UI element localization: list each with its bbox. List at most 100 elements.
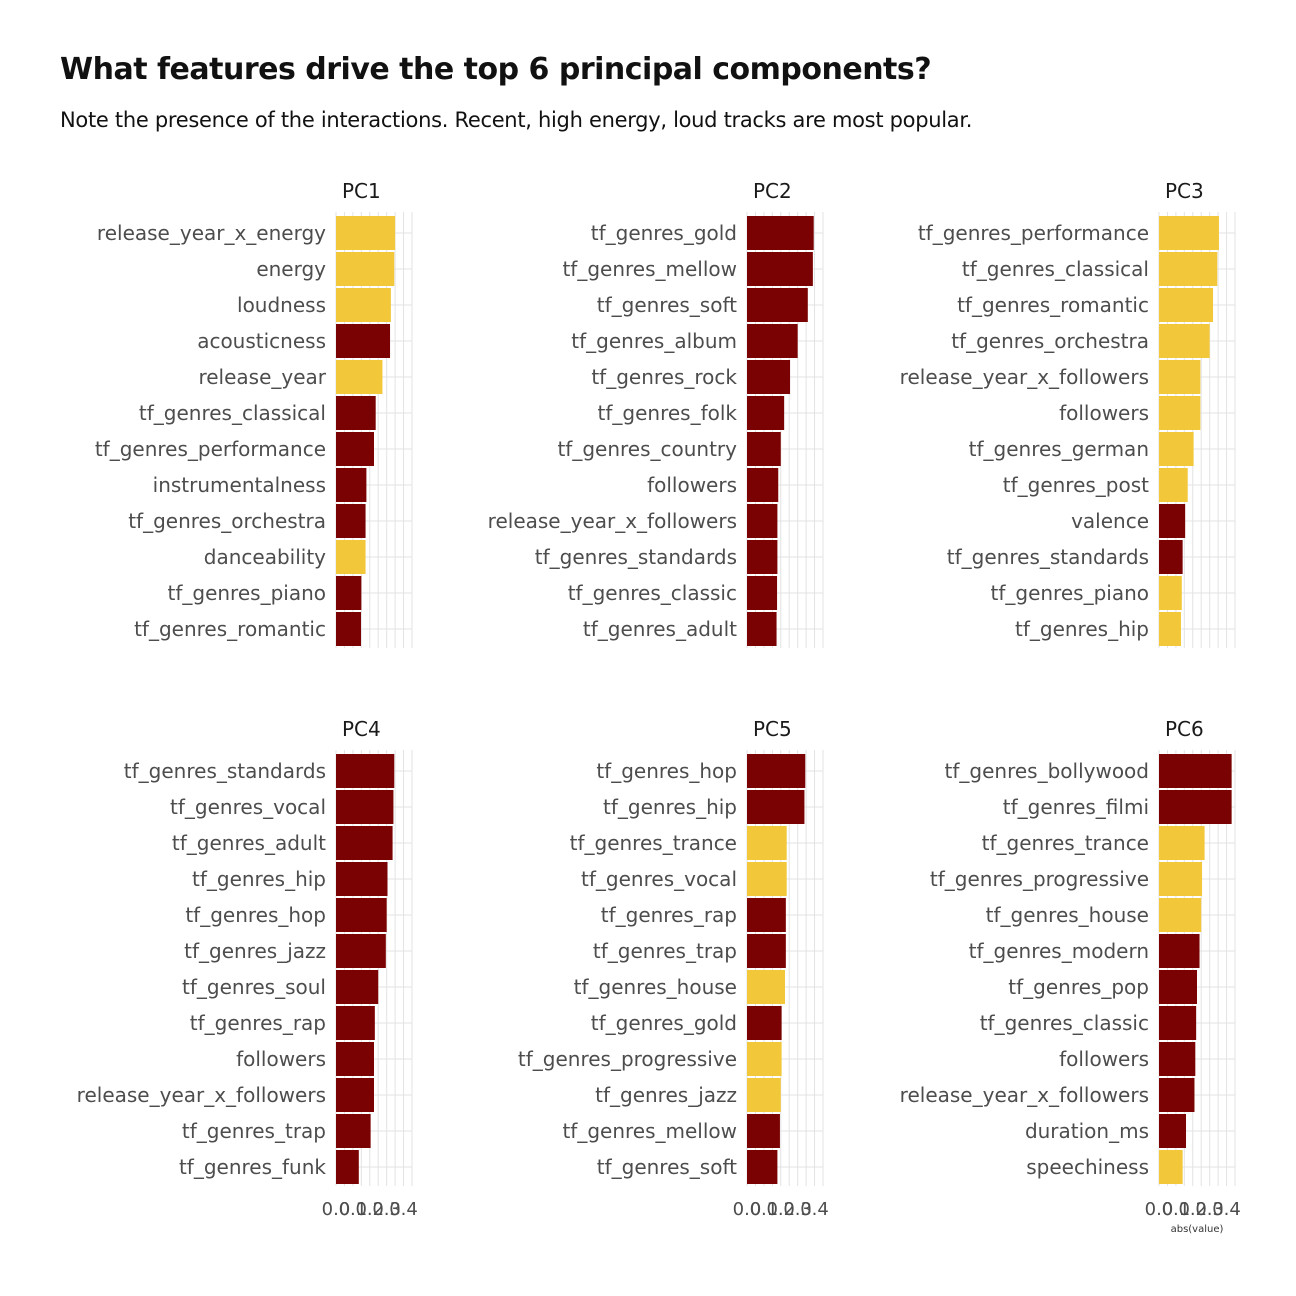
category-label: tf_genres_hip (192, 867, 326, 891)
bar (1159, 754, 1232, 788)
bar (336, 898, 387, 932)
category-label: tf_genres_jazz (595, 1083, 737, 1107)
category-label: tf_genres_classic (568, 581, 737, 605)
bar (747, 576, 778, 610)
bar (747, 216, 814, 250)
bar (1159, 468, 1188, 502)
bar (747, 252, 813, 286)
bar (336, 216, 396, 250)
category-label: tf_genres_piano (168, 581, 327, 605)
bar (336, 288, 391, 322)
category-label: tf_genres_rap (601, 903, 737, 927)
category-label: tf_genres_adult (583, 617, 737, 641)
bar (336, 1078, 374, 1112)
category-label: tf_genres_romantic (957, 293, 1149, 317)
x-tick-label: 0.1 (750, 1199, 779, 1220)
category-label: tf_genres_vocal (170, 795, 326, 819)
bar (336, 396, 376, 430)
bar (1159, 1042, 1196, 1076)
bar (747, 1150, 778, 1184)
bar (336, 1114, 371, 1148)
bar (336, 790, 394, 824)
category-label: tf_genres_orchestra (951, 329, 1149, 353)
bar (1159, 324, 1210, 358)
bar (747, 288, 808, 322)
category-label: tf_genres_standards (947, 545, 1149, 569)
category-label: tf_genres_house (574, 975, 737, 999)
category-label: tf_genres_folk (598, 401, 738, 425)
bar (1159, 790, 1232, 824)
category-label: tf_genres_performance (918, 221, 1149, 245)
category-label: valence (1071, 509, 1149, 533)
category-label: tf_genres_soul (182, 975, 326, 999)
bar (336, 360, 383, 394)
bar (336, 468, 367, 502)
category-label: tf_genres_adult (172, 831, 326, 855)
bar (747, 1114, 780, 1148)
bar (747, 934, 786, 968)
x-tick-label: 0.2 (766, 1199, 795, 1220)
x-axis-title: abs(value) (1171, 1224, 1224, 1235)
bar (747, 360, 791, 394)
x-tick-label: 0.3 (372, 1199, 401, 1220)
x-tick-label: 0.3 (783, 1199, 812, 1220)
x-tick-label: 0.3 (1195, 1199, 1224, 1220)
bar (1159, 862, 1203, 896)
category-label: tf_genres_album (571, 329, 737, 353)
bar (747, 862, 787, 896)
category-label: tf_genres_progressive (930, 867, 1149, 891)
x-tick-label: 0.4 (389, 1199, 418, 1220)
category-label: tf_genres_mellow (562, 1119, 737, 1143)
bar (336, 934, 386, 968)
category-label: tf_genres_rap (190, 1011, 326, 1035)
bar (747, 970, 785, 1004)
bar (336, 1006, 375, 1040)
category-label: instrumentalness (153, 473, 326, 497)
category-label: tf_genres_trance (570, 831, 737, 855)
category-label: tf_genres_pop (1008, 975, 1149, 999)
category-label: tf_genres_classic (980, 1011, 1149, 1035)
bar (747, 1042, 782, 1076)
bar (336, 1042, 374, 1076)
bar (1159, 540, 1183, 574)
bar (1159, 504, 1186, 538)
category-label: tf_genres_german (969, 437, 1149, 461)
bar (747, 1006, 782, 1040)
category-label: tf_genres_funk (179, 1155, 326, 1179)
bar (1159, 396, 1201, 430)
category-label: tf_genres_house (986, 903, 1149, 927)
category-label: tf_genres_hip (1015, 617, 1149, 641)
bar (336, 576, 362, 610)
category-label: tf_genres_standards (535, 545, 737, 569)
x-tick-label: 0.2 (1178, 1199, 1207, 1220)
category-label: tf_genres_mellow (562, 257, 737, 281)
category-label: release_year_x_followers (900, 1083, 1149, 1107)
bar (336, 432, 374, 466)
category-label: duration_ms (1025, 1119, 1149, 1143)
category-label: acousticness (197, 329, 326, 353)
category-label: tf_genres_modern (969, 939, 1149, 963)
bar (747, 1078, 781, 1112)
facet-title-pc6: PC6 (1165, 717, 1204, 741)
category-label: tf_genres_vocal (581, 867, 737, 891)
category-label: tf_genres_trap (182, 1119, 326, 1143)
category-label: tf_genres_classical (962, 257, 1149, 281)
category-label: release_year (198, 365, 326, 389)
bar (1159, 612, 1181, 646)
category-label: followers (236, 1047, 326, 1071)
bar (1159, 826, 1205, 860)
bar (747, 432, 781, 466)
category-label: tf_genres_post (1003, 473, 1149, 497)
facet-title-pc2: PC2 (753, 179, 792, 203)
category-label: followers (647, 473, 737, 497)
category-label: energy (256, 257, 326, 281)
category-label: tf_genres_bollywood (945, 759, 1149, 783)
x-tick-label: 0.1 (1162, 1199, 1191, 1220)
bar (747, 754, 806, 788)
facet-title-pc5: PC5 (753, 717, 792, 741)
bar (747, 826, 787, 860)
bar (336, 612, 361, 646)
x-tick-label: 0.0 (1145, 1199, 1174, 1220)
x-tick-label: 0.0 (733, 1199, 762, 1220)
category-label: danceability (204, 545, 326, 569)
